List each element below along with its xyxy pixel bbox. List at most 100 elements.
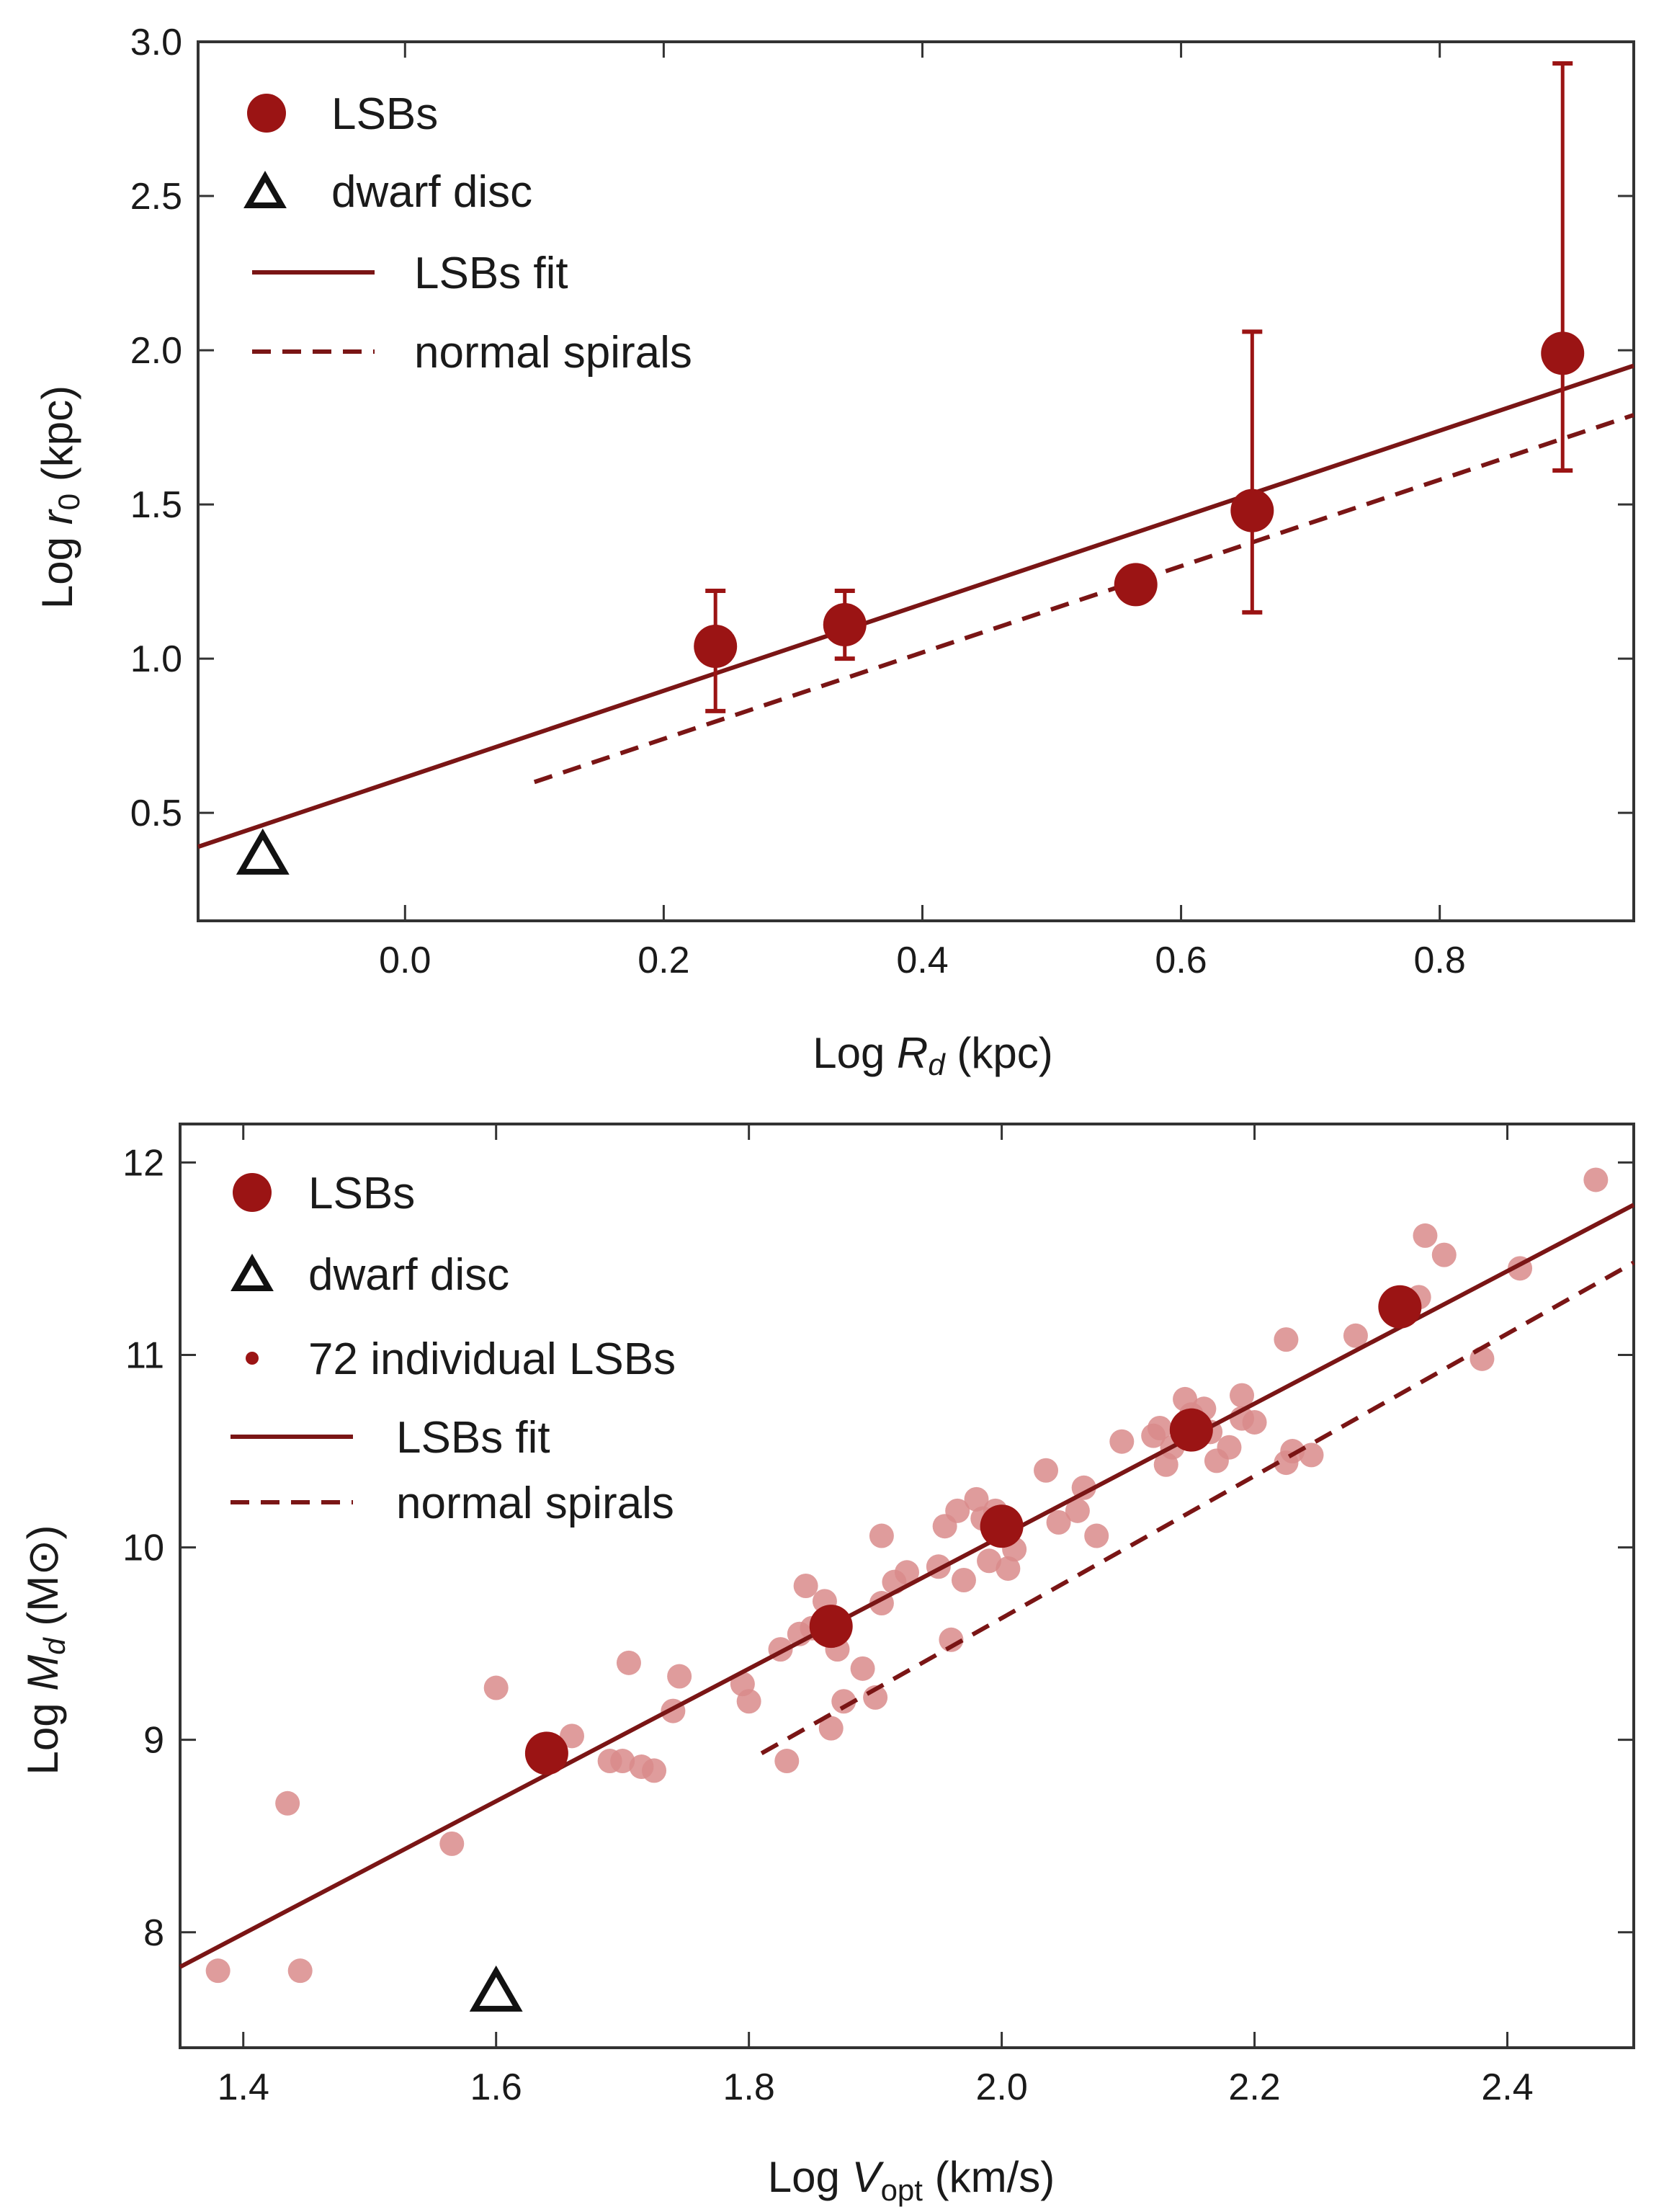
legend: LSBs dwarf disc 72 individual LSBs LSBs … xyxy=(231,1169,676,1528)
individual-lsb-point xyxy=(1046,1509,1071,1535)
legend-lsbs-marker xyxy=(247,94,286,133)
legend-fit-label: LSBs fit xyxy=(396,1413,550,1463)
individual-lsb-point xyxy=(818,1716,844,1741)
y-tick-label: 12 xyxy=(122,1142,164,1184)
individual-lsb-point xyxy=(1343,1323,1368,1348)
legend-fit-label: LSBs fit xyxy=(414,249,568,298)
individual-lsb-point xyxy=(1034,1458,1059,1483)
individual-lsb-point xyxy=(1280,1439,1305,1464)
legend-dwarf-label: dwarf disc xyxy=(331,167,532,217)
x-axis-ticks: 0.0 0.2 0.4 0.6 0.8 xyxy=(379,42,1466,981)
y-tick-label: 2.5 xyxy=(130,176,182,218)
individual-lsb-point xyxy=(977,1548,1002,1574)
x-tick-label: 0.0 xyxy=(379,940,431,981)
x-axis-label: Log Vopt (km/s) xyxy=(768,2153,1055,2207)
individual-lsb-point xyxy=(951,1567,976,1592)
legend-dwarf-marker xyxy=(231,1253,274,1291)
individual-lsb-point xyxy=(774,1749,800,1774)
y-tick-label: 2.0 xyxy=(130,330,182,372)
y-tick-label: 3.0 xyxy=(130,22,182,63)
individual-lsb-point xyxy=(1413,1223,1438,1248)
plot-frame xyxy=(179,1123,1635,2049)
individual-lsb-point xyxy=(831,1689,856,1714)
lsb-error-bars xyxy=(705,61,1573,713)
y-tick-label: 1.5 xyxy=(130,484,182,526)
lsb-points xyxy=(524,1285,1422,1775)
normal-spirals-line xyxy=(533,413,1634,785)
dwarf-disc-marker xyxy=(236,828,290,875)
lsb-point xyxy=(1541,331,1585,375)
x-tick-label: 1.6 xyxy=(470,2066,522,2108)
individual-lsb-point xyxy=(1274,1327,1299,1352)
individual-lsb-point xyxy=(1147,1415,1172,1440)
x-tick-label: 0.4 xyxy=(896,940,948,981)
individual-lsb-point xyxy=(945,1498,970,1523)
lsb-point xyxy=(823,603,867,647)
lsb-points xyxy=(694,331,1585,669)
individual-lsb-point xyxy=(736,1689,761,1714)
legend-individual-marker xyxy=(246,1352,259,1365)
individual-lsb-point xyxy=(616,1650,641,1675)
x-tick-label: 2.2 xyxy=(1228,2066,1280,2108)
lsb-point xyxy=(980,1504,1024,1548)
y-tick-label: 8 xyxy=(143,1912,164,1954)
individual-lsb-point xyxy=(642,1758,667,1783)
legend-dwarf-label: dwarf disc xyxy=(308,1250,509,1300)
x-tick-label: 0.6 xyxy=(1155,940,1207,981)
legend-normal-label: normal spirals xyxy=(396,1479,674,1528)
individual-lsb-point xyxy=(1230,1383,1255,1408)
legend-lsbs-label: LSBs xyxy=(308,1169,415,1218)
individual-lsb-point xyxy=(1431,1242,1457,1267)
lsbs-fit-line xyxy=(197,363,1634,849)
dwarf-disc-marker xyxy=(469,1965,523,2012)
lsbs-fit-line xyxy=(179,1203,1635,1969)
lsb-point xyxy=(1114,563,1158,607)
individual-lsb-point xyxy=(939,1627,964,1652)
x-tick-label: 2.0 xyxy=(975,2066,1027,2108)
y-tick-label: 9 xyxy=(143,1720,164,1762)
individual-lsb-point xyxy=(275,1790,300,1816)
legend: LSBs dwarf disc LSBs fit normal spirals xyxy=(243,89,692,378)
x-tick-label: 0.8 xyxy=(1414,940,1466,981)
individual-lsb-point xyxy=(1583,1167,1609,1192)
lsb-point xyxy=(524,1731,568,1775)
individual-lsb-point xyxy=(996,1556,1021,1581)
legend-normal-label: normal spirals xyxy=(414,328,692,378)
individual-lsb-point xyxy=(1071,1475,1096,1500)
lsb-point xyxy=(1378,1285,1422,1329)
panel-bottom: 8 9 10 11 12 1.4 1.6 1.8 2.0 2.2 2.4 LSBs dwarf d… xyxy=(19,1123,1635,2207)
legend-individual-label: 72 individual LSBs xyxy=(308,1334,676,1384)
individual-lsb-point xyxy=(964,1486,989,1512)
lsb-point xyxy=(1169,1408,1213,1452)
lsb-point xyxy=(1230,489,1274,532)
individual-lsb-point xyxy=(287,1958,313,1984)
legend-lsbs-label: LSBs xyxy=(331,89,438,139)
individual-lsb-point xyxy=(793,1574,818,1598)
legend-dwarf-marker xyxy=(243,170,287,208)
individual-lsb-point xyxy=(559,1723,584,1749)
individual-lsb-point xyxy=(483,1675,509,1700)
individual-lsb-point xyxy=(1242,1409,1267,1435)
lsb-point xyxy=(694,625,738,669)
x-axis-ticks: 1.4 1.6 1.8 2.0 2.2 2.4 xyxy=(218,1124,1534,2108)
x-tick-label: 0.2 xyxy=(638,940,689,981)
lsb-point xyxy=(809,1605,853,1649)
y-tick-label: 10 xyxy=(122,1528,164,1569)
individual-lsb-point xyxy=(439,1831,465,1856)
individual-lsb-point xyxy=(895,1560,919,1585)
y-axis-label: Log r0 (kpc) xyxy=(33,385,86,609)
individual-lsb-point xyxy=(1153,1452,1178,1477)
individual-lsb-point xyxy=(667,1664,692,1689)
individual-lsb-point xyxy=(869,1523,894,1548)
x-tick-label: 1.8 xyxy=(723,2066,775,2108)
y-axis-ticks: 8 9 10 11 12 xyxy=(122,1142,1634,1954)
y-tick-label: 0.5 xyxy=(130,793,182,834)
y-axis-ticks: 0.5 1.0 1.5 2.0 2.5 3.0 xyxy=(130,22,1634,834)
y-axis-label: Log Md (M⊙) xyxy=(19,1525,71,1775)
individual-lsb-point xyxy=(1204,1448,1229,1473)
legend-lsbs-marker xyxy=(233,1173,272,1212)
x-tick-label: 1.4 xyxy=(218,2066,269,2108)
plot-frame xyxy=(197,40,1635,922)
individual-lsb-point xyxy=(850,1656,875,1681)
